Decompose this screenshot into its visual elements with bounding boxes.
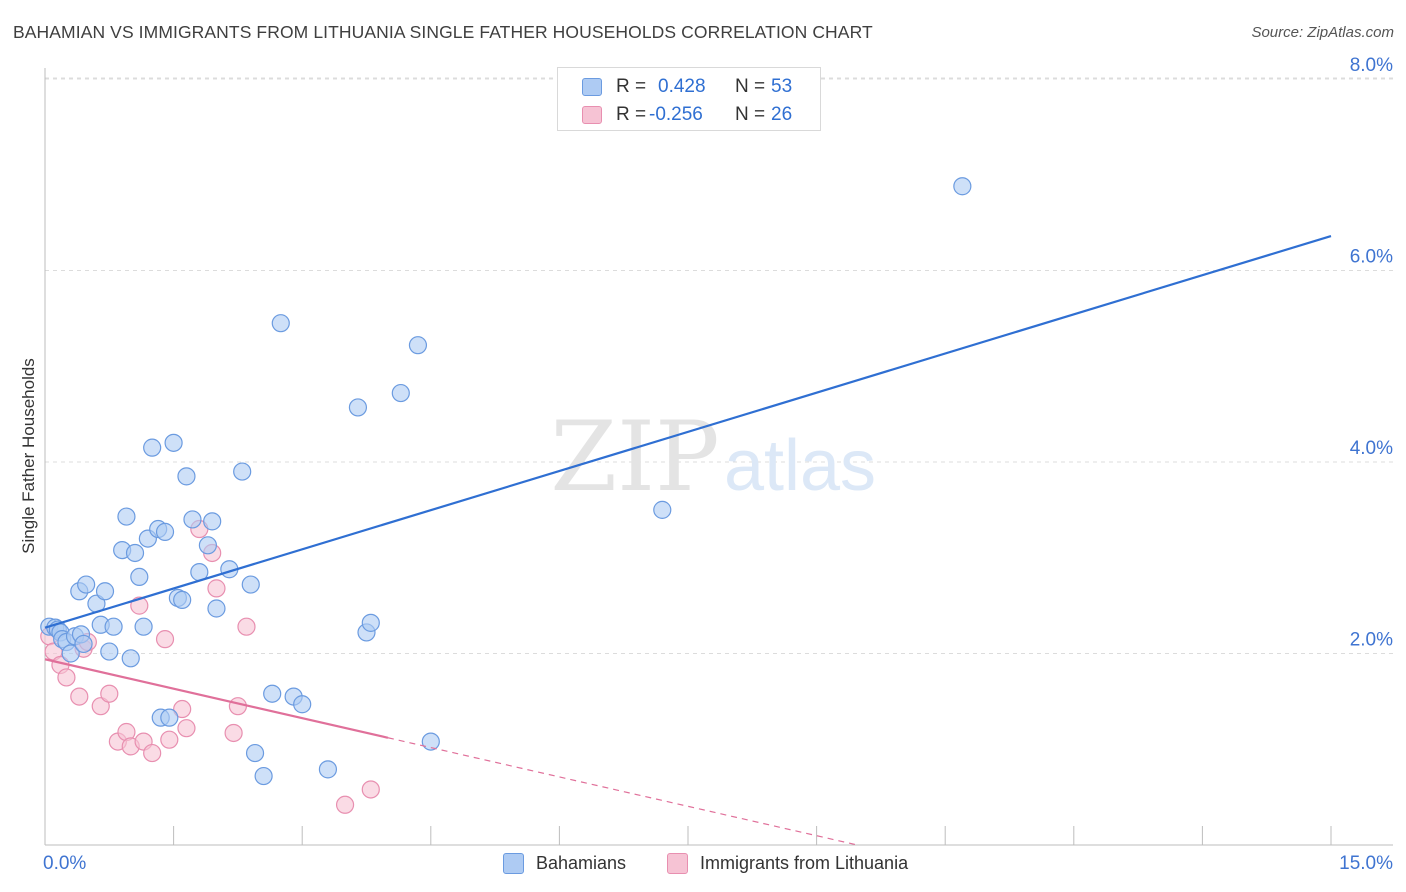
data-point-bahamians: [293, 695, 312, 714]
y-tick-label: 6.0%: [1350, 247, 1393, 268]
axes: [44, 68, 1393, 846]
watermark-zip: ZIP: [550, 401, 719, 513]
legend-r-value-bahamians: 0.428: [658, 76, 706, 97]
data-point-lithuania: [100, 684, 119, 703]
trend-line-lithuania-extension: [387, 737, 858, 846]
legend-swatch-bahamians: [582, 78, 602, 96]
legend-n-value-bahamians: 53: [771, 76, 793, 97]
data-point-bahamians: [160, 708, 179, 727]
data-point-bahamians: [95, 582, 115, 601]
data-point-bahamians: [361, 613, 380, 632]
legend-swatch-lithuania: [582, 106, 602, 124]
legend-r-label: R =: [616, 76, 647, 97]
trend-lines: [44, 234, 1332, 846]
data-point-bahamians: [233, 462, 252, 481]
data-point-bahamians: [143, 438, 162, 457]
data-point-lithuania: [177, 719, 196, 738]
stats-legend: R = 0.428 N = 53 R = -0.256 N = 26: [557, 67, 821, 131]
data-point-bahamians: [203, 512, 222, 531]
legend-n-value-lithuania: 26: [771, 104, 793, 125]
data-point-bahamians: [164, 433, 183, 452]
data-point-lithuania: [207, 579, 226, 598]
data-point-bahamians: [653, 500, 672, 519]
data-point-bahamians: [254, 766, 273, 786]
data-point-bahamians: [348, 398, 368, 417]
data-point-lithuania: [224, 723, 243, 743]
bottom-legend-swatch-bahamians: [503, 853, 524, 874]
data-point-lithuania: [160, 730, 179, 749]
data-point-bahamians: [241, 575, 260, 594]
data-point-lithuania: [237, 617, 256, 636]
data-point-lithuania: [143, 743, 162, 763]
data-point-bahamians: [245, 743, 265, 763]
data-point-bahamians: [61, 644, 80, 663]
data-point-lithuania: [91, 697, 110, 716]
data-point-bahamians: [318, 760, 338, 779]
watermark-atlas: atlas: [724, 426, 876, 506]
data-point-bahamians: [263, 684, 282, 703]
data-point-lithuania: [173, 699, 192, 719]
data-point-bahamians: [177, 467, 196, 486]
data-point-lithuania: [155, 630, 175, 649]
legend-r-value-lithuania: -0.256: [649, 104, 703, 125]
data-point-lithuania: [335, 795, 355, 814]
legend-n-label: N =: [735, 104, 766, 125]
data-point-bahamians: [100, 642, 119, 661]
data-point-bahamians: [134, 617, 153, 636]
x-tick-label-max: 15.0%: [1339, 853, 1393, 874]
tick-labels: 2.0% 4.0% 6.0% 8.0% 0.0% 15.0%: [43, 55, 1393, 874]
legend-row-lithuania: R = -0.256 N = 26: [558, 101, 820, 129]
data-point-bahamians: [117, 507, 136, 526]
data-point-bahamians: [207, 599, 226, 618]
data-point-bahamians: [130, 567, 149, 587]
y-tick-label: 8.0%: [1350, 55, 1393, 76]
legend-row-bahamians: R = 0.428 N = 53: [558, 73, 820, 101]
data-point-bahamians: [155, 522, 175, 541]
y-tick-label: 4.0%: [1350, 438, 1393, 459]
data-point-bahamians: [408, 336, 428, 355]
data-point-bahamians: [198, 536, 217, 555]
data-point-bahamians: [421, 732, 440, 751]
data-point-lithuania: [70, 687, 89, 706]
y-tick-label: 2.0%: [1350, 630, 1393, 651]
trend-line-bahamians: [44, 234, 1332, 629]
bottom-legend-swatch-lithuania: [667, 853, 688, 874]
series-bahamians-points: [40, 177, 972, 786]
y-axis-label: Single Father Households: [19, 358, 38, 554]
data-point-bahamians: [74, 634, 93, 654]
x-tick-label-min: 0.0%: [43, 853, 86, 874]
data-point-bahamians: [125, 543, 145, 563]
chart-title: BAHAMIAN VS IMMIGRANTS FROM LITHUANIA SI…: [13, 22, 873, 42]
data-point-bahamians: [953, 177, 972, 196]
legend-r-label: R =: [616, 104, 647, 125]
data-point-bahamians: [77, 575, 96, 594]
data-point-bahamians: [173, 590, 192, 609]
watermark: ZIP atlas: [550, 401, 876, 513]
data-point-lithuania: [57, 668, 76, 687]
data-point-lithuania: [130, 596, 149, 615]
data-point-lithuania: [361, 780, 380, 799]
source-label: Source: ZipAtlas.com: [1251, 24, 1394, 41]
data-point-bahamians: [104, 617, 123, 636]
trend-line-lithuania: [44, 658, 389, 739]
data-point-bahamians: [391, 383, 410, 403]
legend-n-label: N =: [735, 76, 766, 97]
data-point-bahamians: [183, 510, 202, 529]
bottom-legend-label-bahamians: Bahamians: [536, 853, 627, 873]
data-point-bahamians: [271, 314, 290, 333]
data-point-lithuania: [228, 697, 247, 716]
bottom-legend-label-lithuania: Immigrants from Lithuania: [700, 853, 909, 873]
data-point-bahamians: [121, 649, 140, 668]
